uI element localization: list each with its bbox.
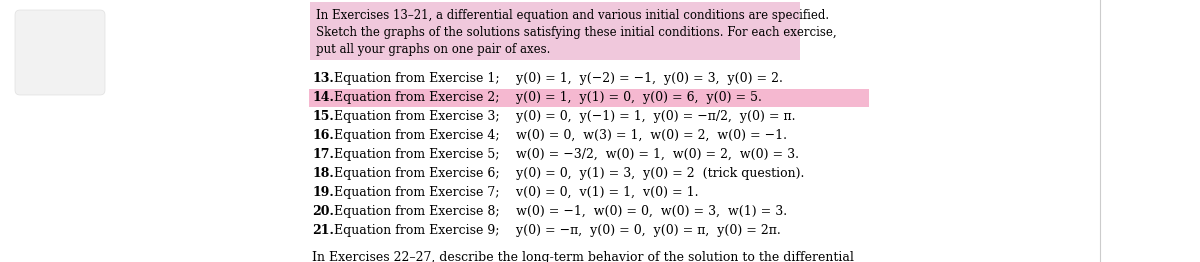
Text: 17.: 17. (312, 148, 334, 161)
Text: 19.: 19. (312, 186, 334, 199)
Text: 16.: 16. (312, 129, 334, 142)
Text: Equation from Exercise 7;  v(0) = 0,  v(1) = 1,  v(0) = 1.: Equation from Exercise 7; v(0) = 0, v(1)… (334, 186, 698, 199)
Bar (310, 2, 800, 60)
Text: Equation from Exercise 4;  w(0) = 0,  w(3) = 1,  w(0) = 2,  w(0) = −1.: Equation from Exercise 4; w(0) = 0, w(3)… (334, 129, 787, 142)
Text: put all your graphs on one pair of axes.: put all your graphs on one pair of axes. (316, 43, 551, 56)
Bar (310, 89, 869, 107)
Text: 18.: 18. (312, 167, 334, 180)
Text: 13.: 13. (312, 72, 334, 85)
Text: Equation from Exercise 3;  y(0) = 0,  y(−1) = 1,  y(0) = −π/2,  y(0) = π.: Equation from Exercise 3; y(0) = 0, y(−1… (334, 110, 796, 123)
Text: Sketch the graphs of the solutions satisfying these initial conditions. For each: Sketch the graphs of the solutions satis… (316, 26, 836, 39)
Text: 15.: 15. (312, 110, 334, 123)
Text: Equation from Exercise 9;  y(0) = −π,  y(0) = 0,  y(0) = π,  y(0) = 2π.: Equation from Exercise 9; y(0) = −π, y(0… (334, 224, 781, 237)
Text: Equation from Exercise 2;  y(0) = 1,  y(1) = 0,  y(0) = 6,  y(0) = 5.: Equation from Exercise 2; y(0) = 1, y(1)… (334, 91, 762, 104)
Text: In Exercises 22–27, describe the long-term behavior of the solution to the diffe: In Exercises 22–27, describe the long-te… (312, 251, 854, 262)
Text: 20.: 20. (312, 205, 334, 218)
FancyBboxPatch shape (14, 10, 106, 95)
Text: Equation from Exercise 8;  w(0) = −1,  w(0) = 0,  w(0) = 3,  w(1) = 3.: Equation from Exercise 8; w(0) = −1, w(0… (334, 205, 787, 218)
Text: 14.: 14. (312, 91, 334, 104)
Text: 21.: 21. (312, 224, 334, 237)
Text: Equation from Exercise 1;  y(0) = 1,  y(−2) = −1,  y(0) = 3,  y(0) = 2.: Equation from Exercise 1; y(0) = 1, y(−2… (334, 72, 782, 85)
Text: Equation from Exercise 5;  w(0) = −3/2,  w(0) = 1,  w(0) = 2,  w(0) = 3.: Equation from Exercise 5; w(0) = −3/2, w… (334, 148, 799, 161)
Text: Equation from Exercise 6;  y(0) = 0,  y(1) = 3,  y(0) = 2  (trick question).: Equation from Exercise 6; y(0) = 0, y(1)… (334, 167, 804, 180)
Text: In Exercises 13–21, a differential equation and various initial conditions are s: In Exercises 13–21, a differential equat… (316, 9, 829, 22)
